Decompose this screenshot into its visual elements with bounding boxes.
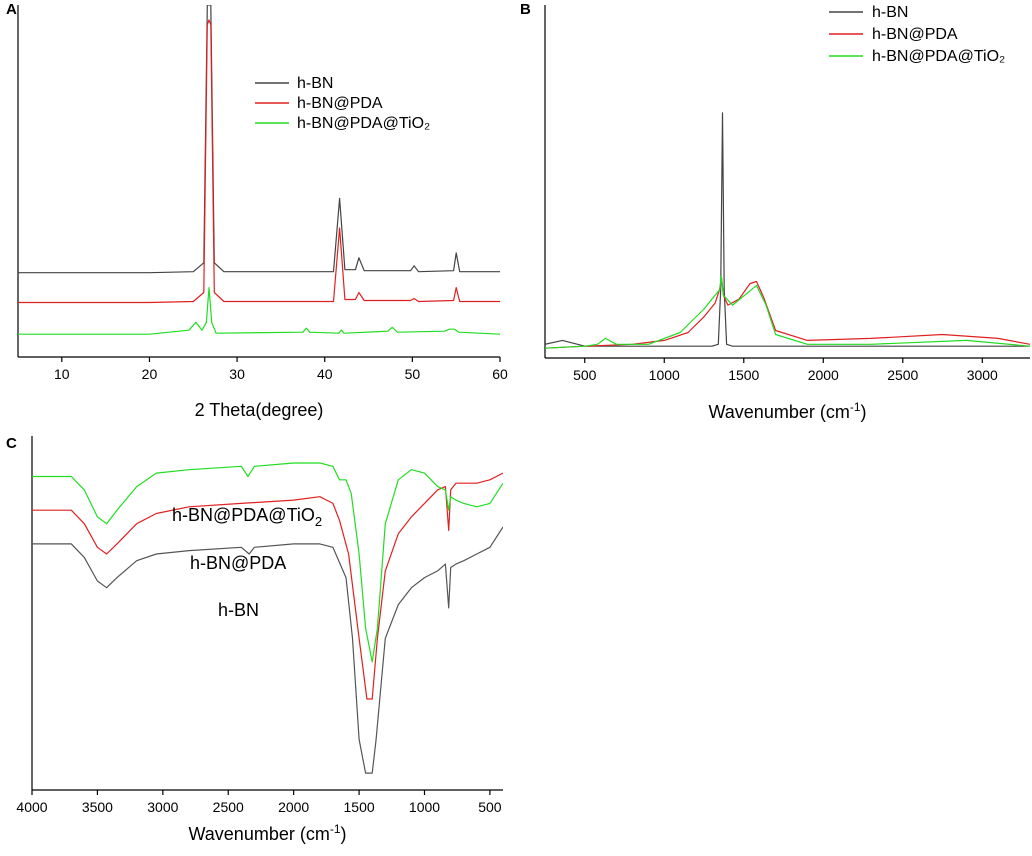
x-tick-label: 3500 xyxy=(82,799,113,815)
x-tick-label: 2500 xyxy=(887,367,918,383)
legend: h-BN h-BN@PDA h-BN@PDA@TiO₂ xyxy=(829,4,1005,65)
chart-panel-b: B 500 1000 1500 2000 2500 3000 Wavenumber (cm-1… xyxy=(520,1,1030,422)
legend-label: h-BN@PDA@TiO₂ xyxy=(297,115,430,132)
panel-letter: A xyxy=(6,1,17,18)
series-inline-label: h-BN xyxy=(218,600,259,620)
x-tick-label: 3000 xyxy=(967,367,998,383)
x-tick-label: 500 xyxy=(573,367,597,383)
x-tick-label: 20 xyxy=(142,366,158,382)
legend-label: h-BN xyxy=(297,75,333,92)
series-line-1 xyxy=(545,112,1030,347)
chart-panel-c: C 4000 3500 3000 2500 2000 1500 1000 500 Wavenumb… xyxy=(6,435,503,844)
series-line-3 xyxy=(32,462,503,663)
panel-letter: C xyxy=(6,435,17,452)
x-tick-label: 1500 xyxy=(728,367,759,383)
x-axis-title: 2 Theta(degree) xyxy=(195,400,324,420)
legend-label: h-BN@PDA xyxy=(297,95,383,112)
series-line-2 xyxy=(545,277,1030,349)
series-inline-label: h-BN@PDA xyxy=(190,553,286,573)
x-tick-label: 4000 xyxy=(16,799,47,815)
panel-letter: B xyxy=(520,1,531,18)
x-tick-label: 3000 xyxy=(147,799,178,815)
x-tick-label: 2000 xyxy=(278,799,309,815)
x-tick-label: 1000 xyxy=(409,799,440,815)
x-tick-label: 1500 xyxy=(344,799,375,815)
series-line-3 xyxy=(545,275,1030,349)
series-line-2 xyxy=(18,19,500,304)
legend: h-BN h-BN@PDA h-BN@PDA@TiO₂ xyxy=(255,75,430,132)
x-axis-title: Wavenumber (cm-1) xyxy=(188,822,346,844)
series-line-3 xyxy=(18,287,500,335)
legend-label: h-BN@PDA@TiO₂ xyxy=(872,48,1005,65)
legend-label: h-BN xyxy=(872,4,908,21)
x-tick-label: 10 xyxy=(54,366,70,382)
x-tick-label: 1000 xyxy=(649,367,680,383)
series-line-1 xyxy=(18,5,500,274)
x-axis-title: Wavenumber (cm-1) xyxy=(708,400,866,422)
x-tick-label: 60 xyxy=(492,366,508,382)
series-inline-label: h-BN@PDA@TiO2 xyxy=(172,505,322,529)
x-tick-label: 30 xyxy=(229,366,245,382)
chart-panel-a: A 10 20 30 40 50 60 2 Theta(degree) h-BN h-BN@PDA… xyxy=(6,1,508,420)
x-tick-label: 50 xyxy=(405,366,421,382)
x-tick-label: 40 xyxy=(317,366,333,382)
x-tick-label: 2500 xyxy=(213,799,244,815)
x-tick-label: 500 xyxy=(478,799,502,815)
series-line-1 xyxy=(32,526,503,774)
x-tick-label: 2000 xyxy=(808,367,839,383)
legend-label: h-BN@PDA xyxy=(872,26,958,43)
